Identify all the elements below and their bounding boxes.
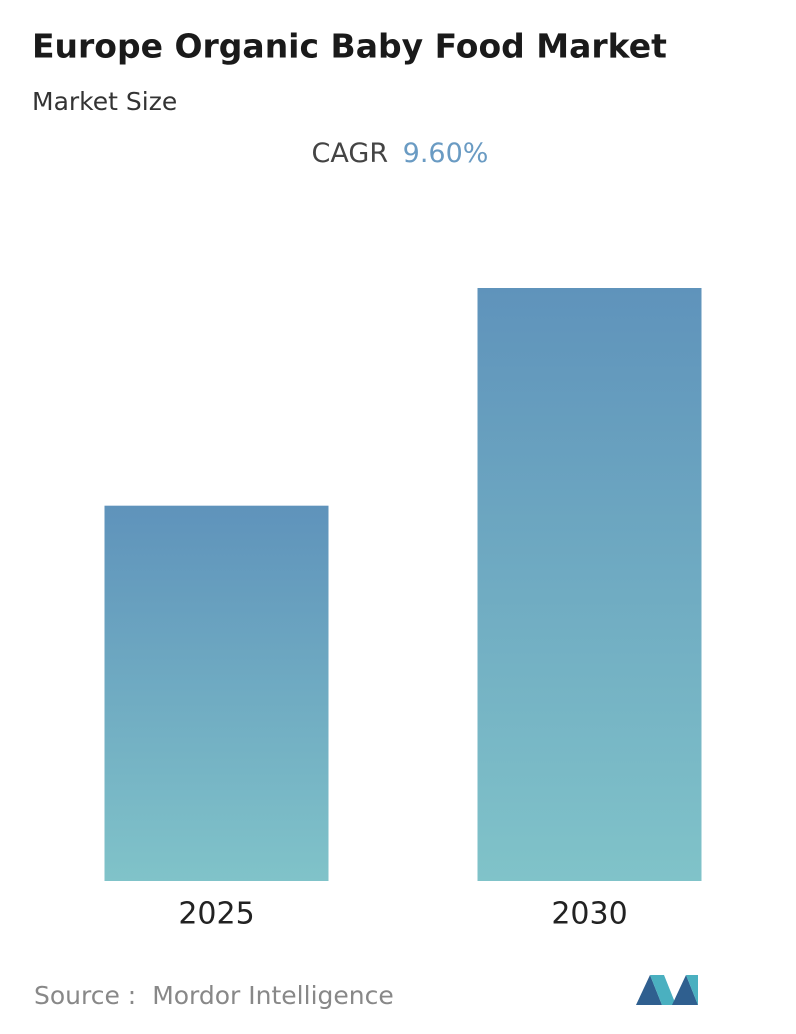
source-name: Mordor Intelligence	[152, 981, 394, 1010]
x-tick-label: 2025	[178, 897, 254, 932]
chart-subtitle: Market Size	[32, 87, 177, 116]
x-tick-label: 2030	[551, 897, 627, 932]
chart-title: Europe Organic Baby Food Market	[32, 27, 667, 66]
cagr-value: 9.60%	[403, 138, 489, 169]
bar	[104, 505, 329, 881]
cagr: CAGR 9.60%	[312, 138, 489, 169]
source: Source : Mordor Intelligence	[34, 981, 394, 1010]
cagr-label: CAGR	[312, 138, 389, 169]
logo	[636, 975, 698, 1005]
source-label: Source :	[34, 981, 136, 1010]
bar	[477, 288, 702, 881]
